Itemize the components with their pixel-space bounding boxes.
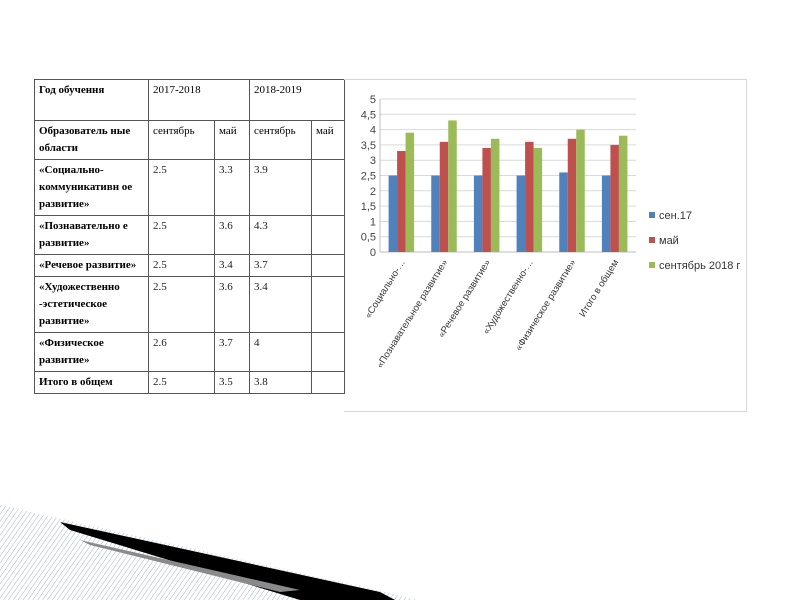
cell-value: 3.4 bbox=[213, 254, 251, 277]
cell-value: 2.5 bbox=[148, 371, 215, 394]
hatched-wedge bbox=[0, 505, 420, 600]
y-tick-label: 3,5 bbox=[361, 140, 376, 152]
bar bbox=[473, 175, 483, 252]
cell-value: 3.6 bbox=[213, 276, 251, 333]
bar bbox=[576, 129, 585, 252]
bar bbox=[431, 175, 440, 252]
legend-swatch bbox=[649, 262, 655, 268]
cell-value bbox=[311, 371, 346, 394]
cell-value: 2.6 bbox=[148, 332, 215, 372]
cell-value bbox=[311, 159, 346, 216]
bar bbox=[397, 151, 406, 252]
cell-value: 3.9 bbox=[249, 159, 313, 216]
legend-label: май bbox=[659, 235, 679, 247]
y-tick-label: 0,5 bbox=[361, 232, 376, 244]
legend-swatch bbox=[649, 237, 655, 243]
cell-value: 2.5 bbox=[148, 276, 215, 333]
data-table: Год обучення 2017-2018 2018-2019 Образов… bbox=[34, 79, 346, 394]
cell-value bbox=[311, 332, 346, 372]
year-2017-2018: 2017-2018 bbox=[147, 79, 251, 121]
legend-swatch bbox=[649, 212, 655, 218]
table-row: Итого в общем 2.5 3.5 3.8 bbox=[34, 371, 346, 394]
x-tick-label: «Познавательное развитие» bbox=[375, 258, 451, 370]
cell-value: 4.3 bbox=[249, 215, 313, 255]
cell-value bbox=[311, 254, 346, 277]
legend-label: сен.17 bbox=[659, 210, 692, 222]
bar bbox=[405, 132, 415, 252]
cell-value: 2.5 bbox=[148, 215, 215, 255]
bar bbox=[533, 147, 543, 252]
row-label: «Социально-коммуникативн ое развитие» bbox=[34, 159, 149, 216]
black-stripe bbox=[60, 522, 395, 600]
bar bbox=[559, 172, 568, 252]
col-may-2: май bbox=[311, 120, 346, 160]
y-tick-label: 3 bbox=[370, 155, 376, 167]
y-tick-label: 2 bbox=[370, 186, 376, 198]
cell-value: 3.7 bbox=[249, 254, 313, 277]
decorative-stripe bbox=[0, 505, 420, 600]
cell-value: 2.5 bbox=[148, 159, 215, 216]
cell-value: 3.7 bbox=[213, 332, 251, 372]
y-tick-label: 2,5 bbox=[361, 171, 376, 183]
y-tick-label: 4 bbox=[370, 125, 376, 137]
chart-canvas: 0 0,5 1 1,5 2 2,5 3 3,5 4 4,5 5 «Социально-…«Познав… bbox=[361, 94, 741, 370]
year-2018-2019: 2018-2019 bbox=[249, 79, 346, 121]
row-label: «Физическое развитие» bbox=[34, 332, 149, 372]
table-row: «Физическое развитие» 2.6 3.7 4 bbox=[34, 332, 346, 372]
bar bbox=[388, 175, 398, 252]
bar-chart: 0 0,5 1 1,5 2 2,5 3 3,5 4 4,5 5 «Социально-… «Познав… bbox=[344, 79, 747, 412]
col-september-2: сентябрь bbox=[249, 120, 313, 160]
y-tick-label: 4,5 bbox=[361, 109, 376, 121]
cell-value: 4 bbox=[249, 332, 313, 372]
cell-value: 3.5 bbox=[213, 371, 251, 394]
bar bbox=[516, 175, 526, 252]
table-row: «Познавательно е развитие» 2.5 3.6 4.3 bbox=[34, 215, 346, 255]
y-tick-label: 5 bbox=[370, 94, 376, 106]
row-label: «Познавательно е развитие» bbox=[34, 215, 149, 255]
cell-value: 3.8 bbox=[249, 371, 313, 394]
bar bbox=[601, 175, 611, 252]
bar bbox=[482, 147, 491, 252]
table-row: «Художественно -эстетическое развитие» 2… bbox=[34, 276, 346, 333]
cell-value: 3.4 bbox=[249, 276, 313, 333]
x-tick-label: Итого в общем bbox=[577, 258, 621, 319]
bar bbox=[490, 138, 500, 252]
y-tick-label: 1 bbox=[370, 216, 376, 228]
cell-value: 2.5 bbox=[148, 254, 215, 277]
legend-label: сентябрь 2018 г bbox=[659, 260, 740, 272]
bar bbox=[448, 120, 457, 252]
row-label: Итого в общем bbox=[34, 371, 149, 394]
y-tick-label: 1,5 bbox=[361, 201, 376, 213]
table-row: «Социально-коммуникативн ое развитие» 2.… bbox=[34, 159, 346, 216]
cell-value: 3.3 bbox=[213, 159, 251, 216]
cell-value: 3.6 bbox=[213, 215, 251, 255]
gray-stripe bbox=[80, 540, 300, 592]
year-header-row: Год обучення 2017-2018 2018-2019 bbox=[34, 79, 346, 121]
bar bbox=[439, 141, 449, 252]
bar bbox=[618, 135, 628, 252]
areas-label: Образователь ные области bbox=[34, 120, 149, 160]
bar bbox=[567, 138, 577, 252]
table-row: «Речевое развитие» 2.5 3.4 3.7 bbox=[34, 254, 346, 277]
bar bbox=[525, 141, 534, 252]
cell-value bbox=[311, 215, 346, 255]
row-label: «Речевое развитие» bbox=[34, 254, 149, 277]
row-label: «Художественно -эстетическое развитие» bbox=[34, 276, 149, 333]
bar bbox=[610, 144, 619, 252]
col-september-1: сентябрь bbox=[148, 120, 215, 160]
subheader-row: Образователь ные области сентябрь май се… bbox=[34, 120, 346, 160]
cell-value bbox=[311, 276, 346, 333]
y-tick-label: 0 bbox=[370, 247, 376, 259]
x-tick-label: «Социально-… bbox=[363, 258, 408, 321]
year-label: Год обучення bbox=[34, 79, 149, 121]
col-may-1: май bbox=[213, 120, 251, 160]
